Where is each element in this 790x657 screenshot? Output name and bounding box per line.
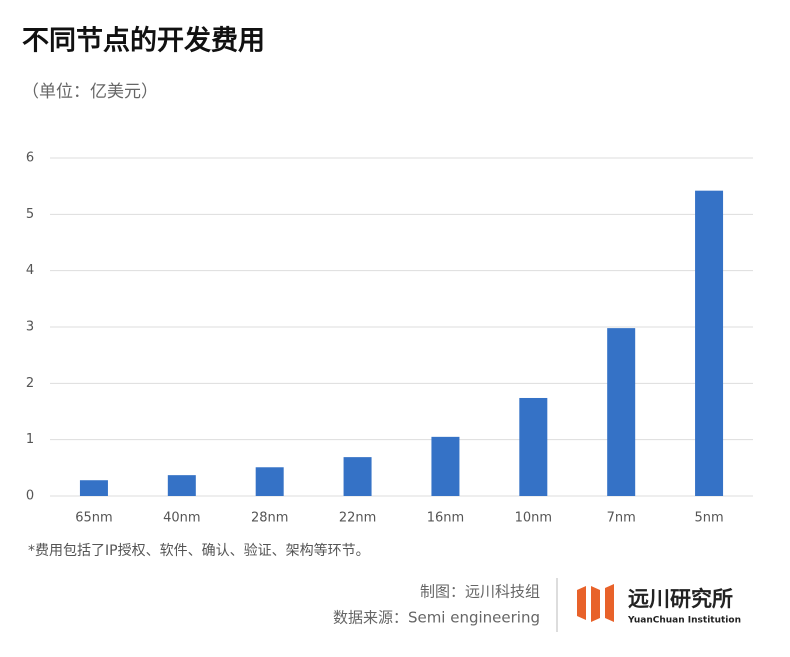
footnote: *费用包括了IP授权、软件、确认、验证、架构等环节。 — [28, 542, 370, 559]
y-tick-label: 6 — [26, 151, 34, 166]
bar — [431, 436, 460, 496]
source: 数据来源：Semi engineering — [333, 609, 540, 627]
y-tick-label: 4 — [26, 263, 34, 278]
x-tick-label: 7nm — [607, 511, 636, 526]
chart-title: 不同节点的开发费用 — [22, 25, 265, 57]
y-tick-label: 5 — [26, 207, 34, 222]
logo-subtitle: YuanChuan Institution — [627, 616, 741, 626]
x-tick-label: 40nm — [163, 511, 200, 526]
x-tick-label: 22nm — [339, 511, 376, 526]
x-tick-label: 10nm — [515, 511, 552, 526]
bar — [343, 457, 372, 496]
x-tick-label: 28nm — [251, 511, 288, 526]
y-tick-label: 0 — [26, 489, 34, 504]
logo-mark — [577, 584, 614, 622]
y-tick-label: 1 — [26, 432, 34, 447]
bar — [519, 397, 548, 496]
y-tick-label: 3 — [26, 320, 34, 335]
credit: 制图：远川科技组 — [420, 583, 540, 601]
x-tick-label: 5nm — [694, 511, 723, 526]
bar — [695, 190, 724, 496]
bar — [607, 328, 636, 496]
bar — [255, 467, 284, 496]
chart-subtitle: （单位：亿美元） — [22, 82, 158, 102]
bar — [79, 480, 108, 496]
bar — [167, 475, 196, 496]
y-tick-label: 2 — [26, 376, 34, 391]
x-tick-label: 16nm — [427, 511, 464, 526]
x-tick-label: 65nm — [75, 511, 112, 526]
logo-name: 远川研究所 — [628, 587, 733, 611]
